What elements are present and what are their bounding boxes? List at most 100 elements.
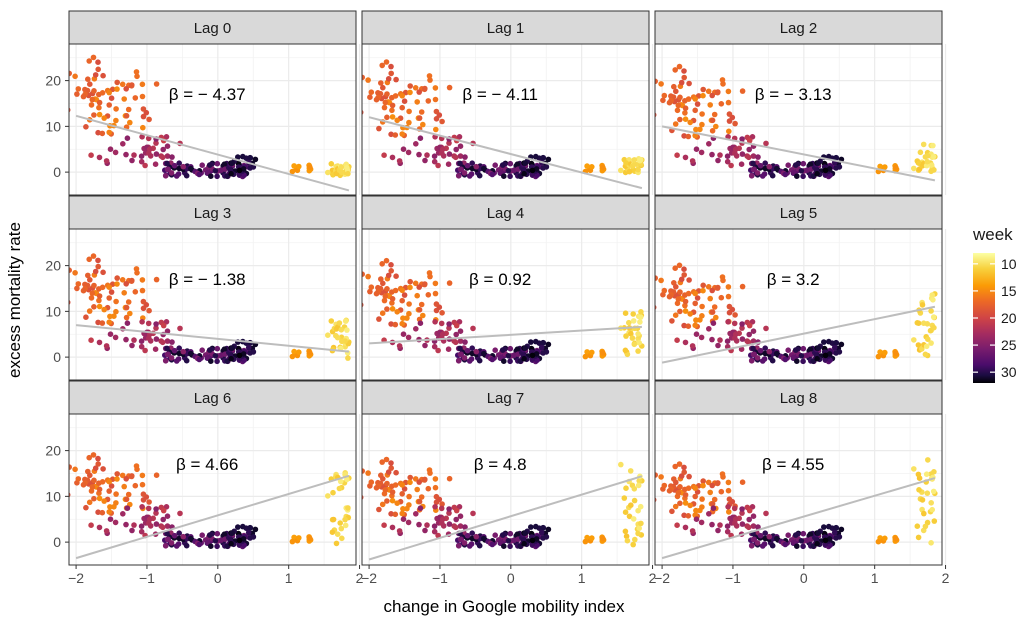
facet-panel: Lag 0 β = − 4.37 0 10 20 [45, 10, 361, 196]
data-point [446, 84, 453, 91]
data-point [750, 153, 757, 159]
data-point [514, 346, 521, 353]
data-point [112, 519, 119, 526]
data-point [208, 543, 214, 549]
data-point [685, 323, 692, 330]
data-point [800, 160, 807, 167]
data-point [396, 343, 403, 349]
facet-label: Lag 1 [487, 20, 525, 37]
data-point [499, 347, 506, 353]
data-point [82, 281, 88, 288]
data-point [431, 528, 438, 535]
data-point [87, 81, 93, 87]
data-point [699, 313, 705, 319]
data-point [725, 293, 732, 300]
data-point [453, 507, 460, 514]
data-point [125, 299, 132, 305]
data-point [134, 73, 140, 80]
data-point [931, 167, 937, 173]
beta-annotation: β = 3.2 [767, 270, 820, 289]
data-point [658, 81, 664, 87]
data-point [685, 485, 692, 492]
x-tick-label: −1 [725, 570, 741, 586]
data-point [205, 539, 211, 546]
data-point [446, 151, 453, 157]
data-point [498, 539, 504, 546]
data-point [162, 173, 169, 179]
data-point [139, 472, 146, 479]
data-point [435, 532, 441, 539]
data-point [453, 146, 460, 153]
data-point [221, 161, 228, 167]
data-point [635, 530, 641, 537]
data-point [489, 356, 496, 363]
data-point [416, 521, 422, 528]
x-tick-label: 2 [649, 570, 657, 586]
data-point [375, 90, 381, 96]
data-point [173, 358, 180, 364]
facet-panel: Lag 5 β = 3.2 [654, 195, 947, 381]
data-point [507, 160, 514, 167]
x-tick-label: 0 [800, 570, 808, 586]
data-point [140, 305, 147, 312]
data-point [432, 484, 439, 491]
data-point [925, 457, 931, 463]
data-point [833, 154, 839, 161]
data-point [129, 527, 135, 534]
data-point [91, 495, 97, 502]
data-point [707, 102, 713, 108]
x-tick-label: 1 [285, 570, 293, 586]
data-point [376, 125, 382, 132]
data-point [75, 281, 82, 287]
data-point [699, 496, 705, 502]
data-point [930, 297, 936, 303]
data-point [153, 506, 159, 512]
data-point [399, 491, 406, 497]
data-point [183, 357, 190, 364]
data-point [738, 161, 745, 167]
data-point [814, 355, 820, 362]
data-point [631, 341, 638, 348]
data-point [681, 133, 687, 139]
data-point [388, 262, 394, 268]
data-point [336, 320, 343, 326]
data-point [334, 531, 341, 537]
data-point [725, 504, 731, 510]
data-point [289, 353, 296, 360]
data-point [911, 337, 917, 343]
data-point [338, 525, 345, 532]
data-point [400, 506, 406, 512]
data-point [153, 336, 160, 342]
data-point [229, 345, 235, 352]
data-point [457, 143, 464, 149]
data-point [726, 496, 733, 503]
data-point [427, 77, 433, 83]
data-point [114, 471, 120, 477]
data-point [675, 490, 682, 496]
data-point [385, 469, 392, 475]
data-point [757, 347, 764, 354]
data-point [164, 143, 171, 149]
data-point [344, 476, 350, 483]
data-point [718, 294, 725, 301]
data-point [655, 112, 657, 118]
data-point [785, 532, 791, 538]
data-point [439, 310, 445, 316]
data-point [763, 510, 769, 517]
data-point [124, 320, 131, 327]
data-point [893, 350, 899, 356]
data-point [418, 301, 425, 308]
data-point [96, 495, 103, 502]
x-tick-label: −2 [654, 570, 670, 586]
data-point [533, 338, 539, 345]
data-point [162, 543, 169, 549]
data-point [677, 500, 683, 507]
data-point [682, 500, 689, 506]
data-point [763, 140, 769, 147]
data-point [427, 273, 433, 280]
data-point [481, 350, 487, 357]
data-point [129, 342, 135, 349]
data-point [250, 534, 257, 540]
data-point [681, 68, 687, 74]
data-point [131, 152, 137, 158]
